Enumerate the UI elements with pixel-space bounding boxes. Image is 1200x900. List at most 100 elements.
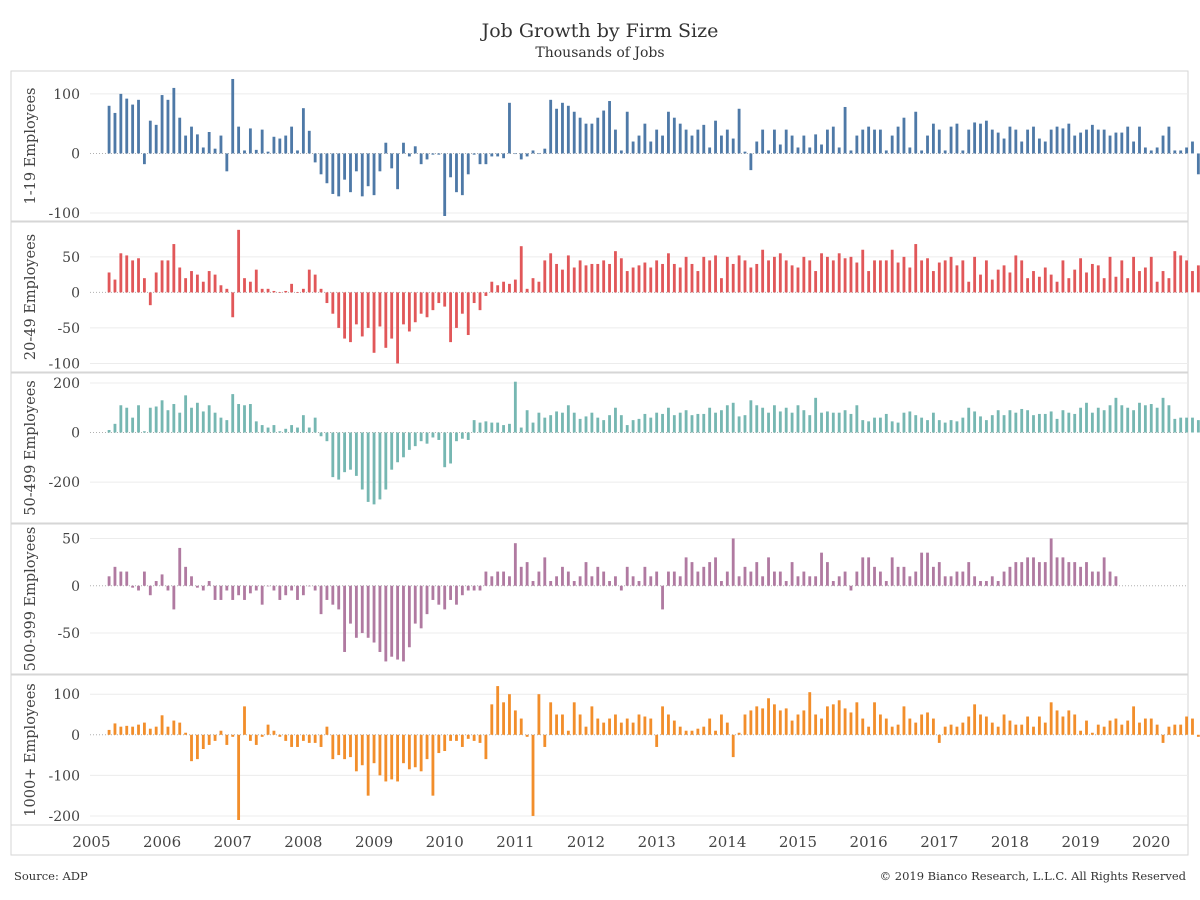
bar	[225, 288, 229, 293]
y-tick-label: 50	[62, 531, 80, 547]
bar	[608, 263, 611, 293]
bar	[578, 714, 582, 735]
bar	[213, 148, 217, 154]
bar	[1037, 413, 1041, 433]
bar	[325, 292, 329, 304]
bar	[490, 422, 494, 433]
bar	[390, 734, 394, 780]
panel-frame	[10, 523, 1189, 675]
bar	[914, 244, 918, 293]
bar	[1014, 255, 1018, 293]
x-tick-label: 2012	[567, 833, 605, 851]
y-axis-label: 20-49 Employees	[23, 234, 39, 360]
bar	[920, 150, 924, 154]
bar	[555, 108, 558, 154]
bar	[796, 147, 800, 154]
bar	[908, 718, 912, 735]
bar	[731, 538, 735, 586]
bar	[678, 267, 682, 293]
bar	[1120, 132, 1124, 154]
bar	[1191, 271, 1194, 293]
bar	[1037, 562, 1041, 586]
bar	[460, 153, 464, 196]
bar	[849, 585, 853, 591]
bar	[178, 117, 182, 154]
bar	[808, 415, 812, 433]
bar	[407, 585, 411, 648]
bar	[496, 571, 500, 586]
bar	[125, 98, 129, 154]
bar	[614, 251, 617, 293]
bar	[307, 427, 311, 433]
bar	[1079, 407, 1083, 433]
bar	[649, 141, 653, 154]
bar	[990, 576, 994, 586]
bar	[1032, 271, 1035, 293]
bar	[1185, 716, 1188, 735]
bar	[584, 726, 588, 735]
bar	[979, 123, 982, 154]
bar	[1067, 710, 1071, 735]
bar	[1149, 404, 1153, 433]
bar	[914, 415, 918, 433]
bar	[855, 405, 859, 433]
bar	[301, 585, 305, 596]
bar	[407, 292, 411, 332]
bar	[778, 253, 782, 293]
bar	[843, 258, 847, 293]
bar	[1102, 278, 1106, 293]
bar	[720, 581, 723, 586]
bar	[1026, 129, 1030, 154]
bar	[602, 110, 606, 154]
bar	[649, 576, 653, 586]
bar	[931, 412, 935, 433]
bar	[219, 585, 223, 600]
bar	[990, 279, 994, 293]
bar	[1085, 402, 1088, 433]
bar	[195, 585, 199, 588]
bar	[690, 263, 694, 293]
bar	[337, 585, 341, 610]
bar	[508, 102, 511, 154]
bar	[902, 566, 906, 586]
bar	[1008, 126, 1012, 154]
bar	[984, 260, 988, 293]
bar	[1102, 726, 1106, 735]
bar	[113, 723, 117, 735]
bar	[949, 420, 953, 433]
bar	[578, 117, 582, 154]
bar	[437, 153, 441, 155]
bar	[684, 410, 688, 433]
bar	[643, 716, 647, 735]
bar	[743, 151, 747, 154]
bar	[384, 292, 388, 348]
bar	[861, 249, 865, 293]
bar	[667, 571, 670, 586]
bar	[148, 407, 152, 433]
y-tick-label: 100	[53, 687, 80, 703]
bar	[166, 410, 170, 433]
bar	[1167, 405, 1171, 433]
bar	[319, 153, 323, 175]
bar	[549, 702, 553, 735]
bar	[555, 411, 558, 433]
bar	[455, 585, 458, 605]
bar	[743, 714, 747, 735]
bar	[955, 726, 959, 735]
bar	[867, 726, 871, 735]
bar	[708, 260, 712, 293]
bar	[943, 260, 947, 293]
bar	[867, 421, 871, 433]
bar	[990, 722, 994, 735]
bar	[337, 432, 341, 480]
x-axis: 2005 2006 2007 2008 2009 2010 2011 2012 2013 2014…	[10, 824, 1189, 856]
bar	[531, 422, 535, 433]
bar	[555, 263, 558, 293]
bar	[890, 557, 894, 586]
bar	[372, 585, 376, 643]
bar	[325, 726, 329, 735]
bar	[513, 543, 517, 586]
bar	[702, 256, 706, 293]
bar	[1196, 420, 1200, 433]
bar	[743, 260, 747, 293]
